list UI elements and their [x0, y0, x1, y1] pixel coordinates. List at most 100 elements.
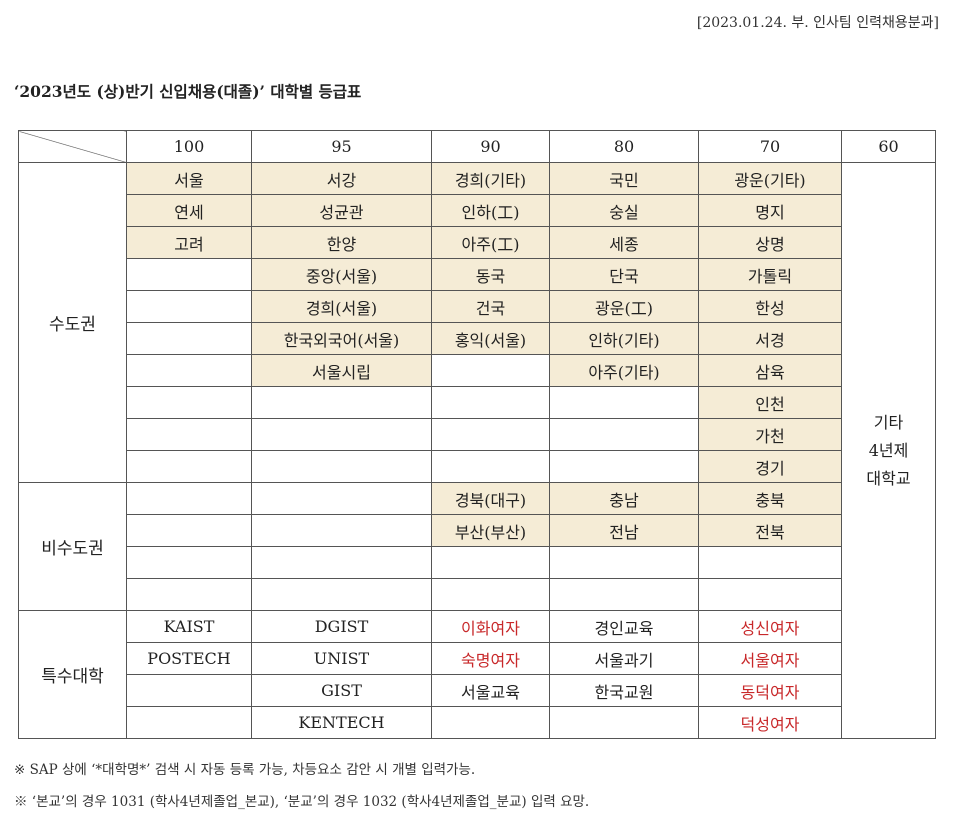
empty-cell — [549, 386, 699, 419]
university-cell: KAIST — [126, 610, 252, 643]
document-title: ‘2023년도 (상)반기 신입채용(대졸)’ 대학별 등급표 — [14, 82, 362, 101]
empty-cell — [549, 450, 699, 483]
university-cell: 인하(기타) — [549, 322, 699, 355]
empty-cell — [251, 418, 432, 451]
empty-cell — [431, 418, 550, 451]
university-cell: 가천 — [698, 418, 842, 451]
empty-cell — [126, 418, 252, 451]
university-cell: 홍익(서울) — [431, 322, 550, 355]
grade-60-line: 대학교 — [866, 468, 911, 488]
university-cell: 인하(工) — [431, 194, 550, 227]
university-cell: 숙명여자 — [431, 642, 550, 675]
university-cell: 경기 — [698, 450, 842, 483]
empty-cell — [126, 258, 252, 291]
grade-header-90: 90 — [431, 130, 550, 163]
empty-cell — [549, 418, 699, 451]
university-cell: 이화여자 — [431, 610, 550, 643]
empty-cell — [698, 546, 842, 579]
grade-header-95: 95 — [251, 130, 432, 163]
empty-cell — [431, 706, 550, 739]
university-cell: 서울과기 — [549, 642, 699, 675]
university-cell: 경희(기타) — [431, 162, 550, 195]
empty-cell — [251, 450, 432, 483]
university-cell: 가톨릭 — [698, 258, 842, 291]
university-cell: 세종 — [549, 226, 699, 259]
university-cell: 광운(工) — [549, 290, 699, 323]
grade-header-80: 80 — [549, 130, 699, 163]
empty-cell — [251, 546, 432, 579]
university-cell: DGIST — [251, 610, 432, 643]
region-capital: 수도권 — [18, 162, 127, 483]
empty-cell — [126, 578, 252, 611]
empty-cell — [251, 386, 432, 419]
university-cell: 삼육 — [698, 354, 842, 387]
empty-cell — [251, 482, 432, 515]
university-cell: UNIST — [251, 642, 432, 675]
footnote-sap-search: ※ SAP 상에 ‘*대학명*’ 검색 시 자동 등록 가능, 차등요소 감안 … — [14, 762, 476, 778]
empty-cell — [549, 578, 699, 611]
university-cell: 충남 — [549, 482, 699, 515]
empty-cell — [126, 546, 252, 579]
empty-cell — [431, 450, 550, 483]
university-cell: 경희(서울) — [251, 290, 432, 323]
document-header-note: [2023.01.24. 부. 인사팀 인력채용분과] — [696, 15, 939, 31]
university-cell: 한국교원 — [549, 674, 699, 707]
university-cell: 광운(기타) — [698, 162, 842, 195]
university-cell: 한국외국어(서울) — [251, 322, 432, 355]
university-cell: 상명 — [698, 226, 842, 259]
university-cell: 성신여자 — [698, 610, 842, 643]
grade-header-60: 60 — [841, 130, 936, 163]
university-cell: 서울시립 — [251, 354, 432, 387]
university-cell: 단국 — [549, 258, 699, 291]
university-cell: 서울교육 — [431, 674, 550, 707]
empty-cell — [549, 706, 699, 739]
empty-cell — [431, 354, 550, 387]
university-cell: 연세 — [126, 194, 252, 227]
region-non_capital: 비수도권 — [18, 482, 127, 611]
empty-cell — [549, 546, 699, 579]
empty-cell — [251, 578, 432, 611]
university-cell: 아주(工) — [431, 226, 550, 259]
university-cell: 국민 — [549, 162, 699, 195]
university-cell: POSTECH — [126, 642, 252, 675]
grade-60-line: 4년제 — [868, 440, 909, 460]
university-cell: 인천 — [698, 386, 842, 419]
empty-cell — [698, 578, 842, 611]
university-cell: 중앙(서울) — [251, 258, 432, 291]
empty-cell — [126, 674, 252, 707]
university-cell: 건국 — [431, 290, 550, 323]
university-cell: 서경 — [698, 322, 842, 355]
university-cell: 숭실 — [549, 194, 699, 227]
university-cell: KENTECH — [251, 706, 432, 739]
university-cell: 한양 — [251, 226, 432, 259]
empty-cell — [251, 514, 432, 547]
empty-cell — [431, 546, 550, 579]
university-cell: 명지 — [698, 194, 842, 227]
university-cell: 고려 — [126, 226, 252, 259]
university-cell: 전북 — [698, 514, 842, 547]
empty-cell — [126, 290, 252, 323]
empty-cell — [126, 706, 252, 739]
footnote-campus-code: ※ ‘본교’의 경우 1031 (학사4년제졸업_본교), ‘분교’의 경우 1… — [14, 794, 590, 810]
university-cell: 충북 — [698, 482, 842, 515]
grade-header-100: 100 — [126, 130, 252, 163]
university-grade-table: 100 95 90 80 70 60 수도권 서울 서강 경희(기타) 국민 광운(기타) 기타 4년제 대… — [18, 130, 936, 739]
university-cell: 부산(부산) — [431, 514, 550, 547]
university-cell: 서울여자 — [698, 642, 842, 675]
university-cell: 서울 — [126, 162, 252, 195]
corner-diagonal-cell — [18, 130, 127, 163]
empty-cell — [126, 322, 252, 355]
university-cell: 덕성여자 — [698, 706, 842, 739]
empty-cell — [431, 386, 550, 419]
university-cell: 동덕여자 — [698, 674, 842, 707]
empty-cell — [126, 450, 252, 483]
university-cell: 한성 — [698, 290, 842, 323]
university-cell: 성균관 — [251, 194, 432, 227]
empty-cell — [126, 514, 252, 547]
region-special: 특수대학 — [18, 610, 127, 739]
university-cell: 아주(기타) — [549, 354, 699, 387]
empty-cell — [126, 354, 252, 387]
grade-60-line: 기타 — [873, 412, 904, 432]
grade-header-70: 70 — [698, 130, 842, 163]
